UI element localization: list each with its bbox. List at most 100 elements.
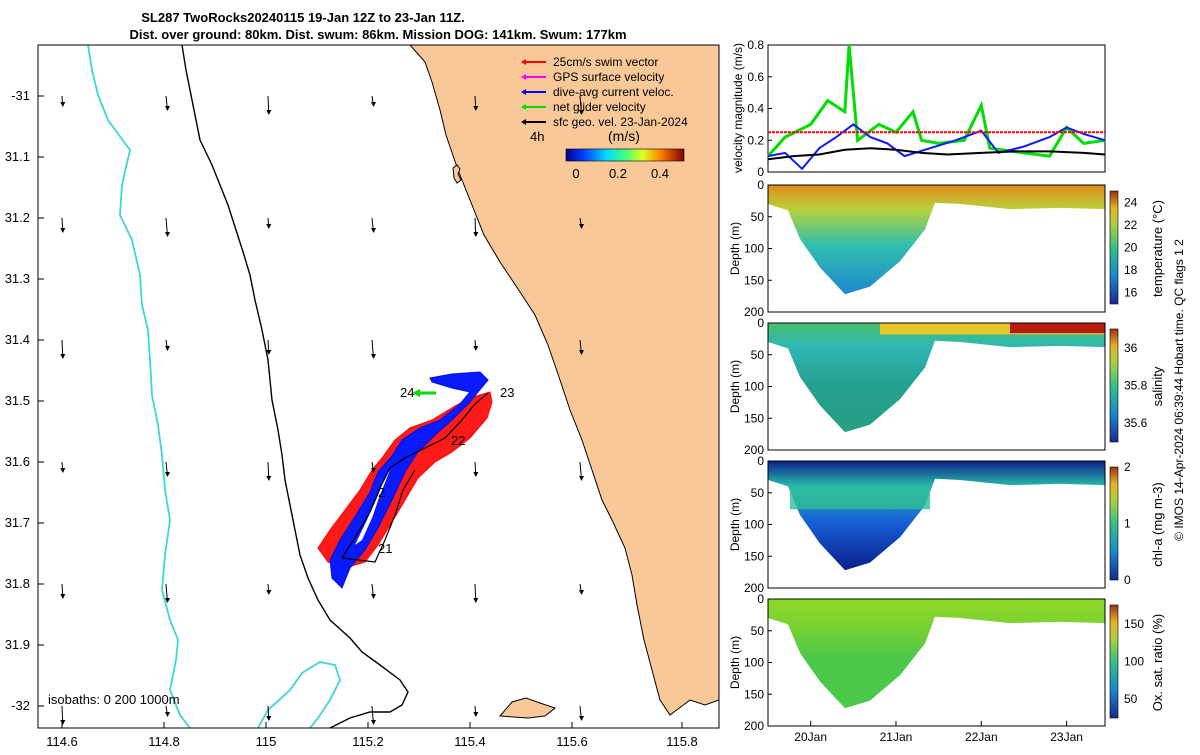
map-ytick-label: 31.6: [5, 454, 30, 469]
colorbar-tick-label: 0: [1124, 573, 1131, 587]
map-xtick-label: 115.8: [666, 734, 698, 749]
current-arrow: [579, 583, 584, 595]
current-arrow: [165, 461, 170, 477]
depth-tick-label: 100: [744, 380, 764, 394]
time-tick-label: 21Jan: [880, 730, 913, 744]
velocity-ticks: 0 0.2 0.4 0.6 0.8: [747, 38, 772, 179]
current-arrow: [165, 217, 170, 237]
island-1: [498, 697, 557, 719]
velocity-line: [767, 147, 1106, 161]
section-colorbar: [1109, 190, 1119, 305]
copyright-note: © IMOS 14-Apr-2024 06:39:44 Hobart time.…: [1172, 239, 1186, 541]
legend-arrowhead: [521, 119, 526, 125]
depth-tick-label: 50: [751, 486, 765, 500]
section-colorbar: [1109, 328, 1119, 443]
legend-arrowhead: [521, 104, 526, 110]
colorbar-tick-label: 35.6: [1124, 416, 1148, 430]
section-colorbar: [1109, 604, 1119, 719]
current-arrow: [371, 461, 376, 473]
current-arrow: [473, 705, 479, 717]
depth-tick-label: 50: [751, 348, 765, 362]
map-ytick-label: 31.4: [5, 332, 30, 347]
map-xtick-label: 115.2: [352, 734, 384, 749]
current-arrow: [60, 217, 66, 233]
current-arrow: [266, 583, 272, 595]
depth-tick-label: 150: [744, 273, 764, 287]
current-arrow: [266, 339, 272, 355]
title-line-1: SL287 TwoRocks20240115 19-Jan 12Z to 23-…: [141, 10, 465, 25]
colorbar-tick-0: 0: [572, 166, 579, 181]
colorbar-tick-label: 2: [1124, 460, 1131, 474]
colorbar-tick-label: 35.8: [1124, 379, 1148, 393]
depth-tick-label: 50: [751, 210, 765, 224]
isobaths-label: isobaths: 0 200 1000m: [48, 692, 180, 707]
depth-tick-label: 200: [744, 305, 764, 319]
map-ytick-label: 31.1: [5, 149, 30, 164]
day-label-21: 21: [378, 541, 392, 556]
time-tick-label: 22Jan: [965, 730, 998, 744]
colorbar-unit: (m/s): [608, 128, 640, 144]
title-line-2: Dist. over ground: 80km. Dist. swum: 86k…: [129, 27, 626, 42]
legend-arrowhead: [521, 59, 526, 65]
depth-tick-label: 0: [757, 592, 764, 606]
current-arrow: [60, 705, 66, 725]
legend-label: dive-avg current veloc.: [553, 85, 674, 99]
current-arrow: [473, 583, 479, 603]
isobath-1000m-loop: [257, 661, 341, 728]
land-polygon: [409, 45, 719, 716]
velocity-ylabel: velocity magnitude (m/s): [731, 43, 745, 173]
depth-tick-label: 150: [744, 549, 764, 563]
current-arrow: [473, 217, 479, 237]
colorbar-tick-label: 36: [1124, 341, 1138, 355]
colorbar-label: chl-a (mg m-3): [1150, 482, 1165, 567]
chl-max-layer: [790, 486, 930, 510]
depth-tick-label: 0: [757, 316, 764, 330]
colorbar-tick-label: 22: [1124, 218, 1138, 232]
colorbar-tick-label: 50: [1124, 692, 1138, 706]
velocity-ytick-label: 0.8: [747, 38, 764, 52]
current-arrow: [579, 217, 584, 229]
map-ytick-label: 31.8: [5, 576, 30, 591]
current-arrow: [60, 339, 66, 359]
track-inner-white: [355, 470, 390, 545]
current-arrow: [60, 95, 66, 107]
velocity-ytick-label: 0.4: [747, 102, 764, 116]
time-tick-label: 23Jan: [1050, 730, 1083, 744]
velocity-line: [766, 44, 1106, 158]
current-arrow: [371, 583, 376, 599]
current-arrow: [473, 461, 479, 477]
net-velocity-arrowhead: [412, 389, 420, 397]
depth-ylabel: Depth (m): [728, 360, 742, 413]
speed-colorbar: [565, 148, 685, 162]
colorbar-tick-label: 18: [1124, 263, 1138, 277]
map-ytick-label: 31.2: [5, 210, 30, 225]
current-arrow: [579, 339, 584, 355]
legend-arrowhead: [521, 89, 526, 95]
current-arrow: [266, 461, 272, 481]
legend-arrowhead: [521, 74, 526, 80]
current-arrow: [371, 339, 376, 359]
depth-tick-label: 150: [744, 411, 764, 425]
current-arrow: [165, 339, 170, 351]
island-2: [452, 164, 462, 184]
time-tick-label: 20Jan: [794, 730, 827, 744]
velocity-ytick-label: 0: [757, 165, 764, 179]
current-arrow: [60, 583, 66, 599]
section-panel: 0 50 100 150 200 Depth (m) 0 1 2 chl-a (mg m-3): [728, 454, 1165, 595]
depth-ylabel: Depth (m): [728, 636, 742, 689]
day-label-23: 23: [500, 385, 514, 400]
isobath-200m: [181, 45, 409, 728]
current-arrow: [371, 95, 376, 107]
legend-label: 25cm/s swim vector: [553, 55, 658, 69]
colorbar-tick-label: 100: [1124, 655, 1144, 669]
current-arrow: [579, 705, 584, 721]
depth-tick-label: 100: [744, 518, 764, 532]
depth-tick-label: 0: [757, 178, 764, 192]
time-axis: 20Jan 21Jan 22Jan 23Jan: [794, 721, 1083, 744]
map-xtick-label: 115: [256, 734, 277, 749]
depth-tick-label: 100: [744, 242, 764, 256]
current-arrow: [371, 217, 376, 233]
